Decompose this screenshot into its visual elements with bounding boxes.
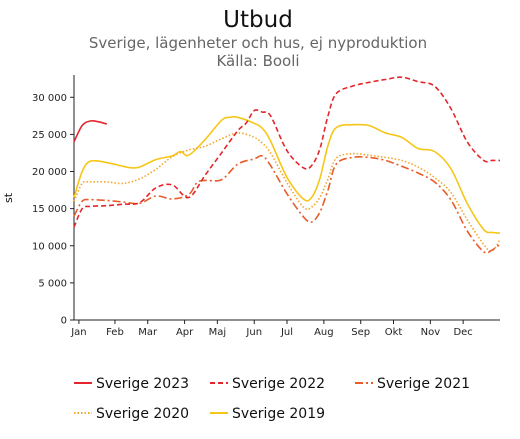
y-tick-label: 5 000 bbox=[38, 278, 67, 289]
legend-label: Sverige 2019 bbox=[232, 406, 325, 422]
y-tick-label: 20 000 bbox=[32, 167, 67, 178]
x-tick-label: Okt bbox=[385, 327, 403, 338]
x-tick-label: Nov bbox=[421, 327, 441, 338]
x-tick-label: Aug bbox=[314, 327, 334, 338]
y-tick-label: 25 000 bbox=[32, 130, 67, 141]
x-tick-label: Jan bbox=[70, 327, 86, 338]
x-tick-label: Jul bbox=[280, 327, 293, 338]
y-axis-label: st bbox=[2, 192, 15, 203]
y-tick-label: 0 bbox=[61, 316, 67, 327]
x-tick-label: Mar bbox=[138, 327, 158, 338]
y-tick-label: 30 000 bbox=[32, 93, 67, 104]
x-tick-label: Jun bbox=[245, 327, 262, 338]
x-tick-label: Dec bbox=[453, 327, 472, 338]
y-tick-label: 10 000 bbox=[32, 241, 67, 252]
legend-label: Sverige 2021 bbox=[377, 376, 470, 392]
axes: 0 5 000 10 000 15 000 20 000 25 000 30 000 Jan F… bbox=[32, 75, 500, 338]
series-lines bbox=[73, 76, 501, 254]
series-line-sverige-2023 bbox=[73, 120, 108, 143]
chart-subtitle: Sverige, lägenheter och hus, ej nyproduk… bbox=[89, 34, 427, 52]
x-tick-label: Sep bbox=[351, 327, 370, 338]
series-line-sverige-2019 bbox=[73, 115, 501, 234]
x-tick-label: Apr bbox=[176, 327, 194, 338]
legend-label: Sverige 2023 bbox=[96, 376, 189, 392]
x-tick-label: Maj bbox=[209, 327, 227, 338]
chart-title: Utbud bbox=[223, 7, 293, 33]
legend: Sverige 2023 Sverige 2022 Sverige 2021 Sver… bbox=[74, 376, 470, 422]
series-line-sverige-2020 bbox=[73, 132, 501, 252]
series-line-sverige-2022 bbox=[73, 76, 500, 228]
y-tick-label: 15 000 bbox=[32, 204, 67, 215]
series-line-sverige-2021 bbox=[73, 154, 501, 254]
chart-source: Källa: Booli bbox=[216, 52, 299, 70]
legend-label: Sverige 2020 bbox=[96, 406, 189, 422]
legend-label: Sverige 2022 bbox=[232, 376, 325, 392]
x-tick-label: Feb bbox=[106, 327, 124, 338]
